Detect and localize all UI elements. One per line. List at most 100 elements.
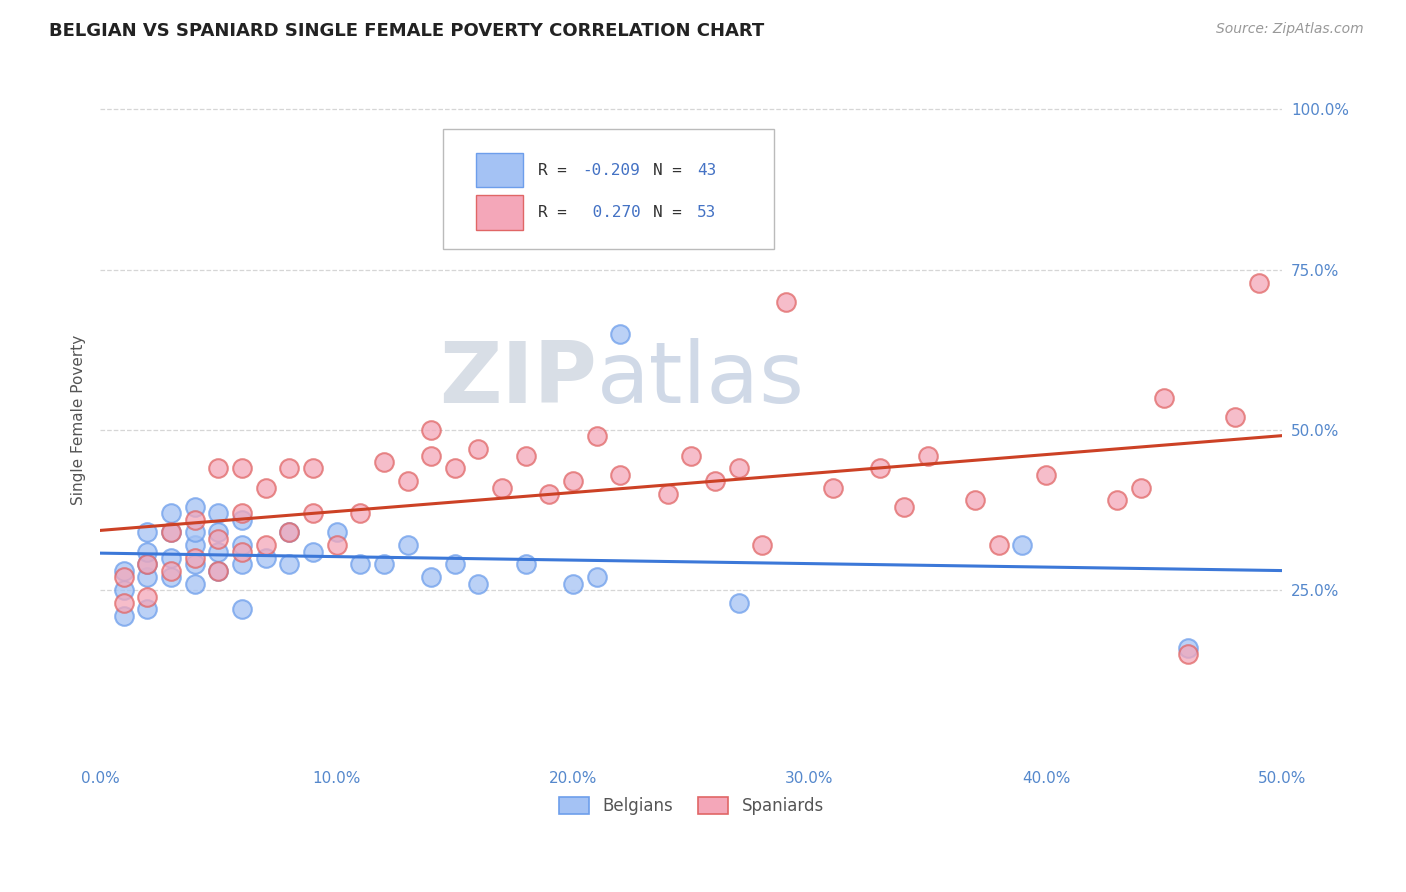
Point — [278, 558, 301, 572]
Text: R =: R = — [537, 162, 576, 178]
Text: R =: R = — [537, 205, 576, 220]
Point — [160, 551, 183, 566]
Point — [562, 474, 585, 488]
Point — [160, 570, 183, 584]
Legend: Belgians, Spaniards: Belgians, Spaniards — [551, 789, 832, 823]
Point — [112, 564, 135, 578]
Point — [160, 525, 183, 540]
Y-axis label: Single Female Poverty: Single Female Poverty — [72, 335, 86, 506]
Point — [231, 513, 253, 527]
Point — [420, 423, 443, 437]
Point — [302, 506, 325, 520]
Text: N =: N = — [654, 162, 692, 178]
Point — [681, 449, 703, 463]
Point — [112, 583, 135, 598]
Point — [467, 442, 489, 457]
Point — [727, 596, 749, 610]
Point — [160, 525, 183, 540]
Point — [396, 474, 419, 488]
Point — [325, 525, 347, 540]
Point — [443, 558, 465, 572]
Point — [1225, 410, 1247, 425]
Text: ZIP: ZIP — [439, 338, 596, 421]
Point — [869, 461, 891, 475]
Point — [585, 429, 607, 443]
Text: 43: 43 — [697, 162, 717, 178]
Point — [1105, 493, 1128, 508]
Point — [207, 544, 229, 558]
Point — [231, 544, 253, 558]
Text: N =: N = — [654, 205, 692, 220]
Text: BELGIAN VS SPANIARD SINGLE FEMALE POVERTY CORRELATION CHART: BELGIAN VS SPANIARD SINGLE FEMALE POVERT… — [49, 22, 765, 40]
Point — [231, 538, 253, 552]
Point — [704, 474, 727, 488]
Point — [254, 538, 277, 552]
Point — [302, 461, 325, 475]
Point — [349, 558, 371, 572]
Point — [609, 467, 631, 482]
Text: atlas: atlas — [596, 338, 804, 421]
Point — [396, 538, 419, 552]
Point — [349, 506, 371, 520]
Point — [1129, 481, 1152, 495]
Point — [183, 551, 205, 566]
Point — [585, 570, 607, 584]
Point — [751, 538, 773, 552]
Point — [183, 525, 205, 540]
Point — [987, 538, 1010, 552]
Point — [965, 493, 987, 508]
Point — [183, 576, 205, 591]
Point — [207, 564, 229, 578]
Point — [443, 461, 465, 475]
Point — [373, 558, 395, 572]
Text: Source: ZipAtlas.com: Source: ZipAtlas.com — [1216, 22, 1364, 37]
Point — [278, 525, 301, 540]
FancyBboxPatch shape — [477, 153, 523, 187]
Point — [1177, 647, 1199, 661]
Point — [254, 551, 277, 566]
Point — [254, 481, 277, 495]
Point — [112, 608, 135, 623]
Point — [775, 294, 797, 309]
Point — [467, 576, 489, 591]
Point — [183, 513, 205, 527]
Point — [657, 487, 679, 501]
Point — [112, 596, 135, 610]
Text: -0.209: -0.209 — [582, 162, 640, 178]
Point — [278, 525, 301, 540]
Point — [823, 481, 845, 495]
Point — [231, 461, 253, 475]
Point — [231, 558, 253, 572]
Point — [160, 564, 183, 578]
Point — [515, 449, 537, 463]
Text: 0.270: 0.270 — [582, 205, 640, 220]
Point — [1153, 391, 1175, 405]
Point — [325, 538, 347, 552]
Point — [538, 487, 561, 501]
Point — [1247, 276, 1270, 290]
Point — [1035, 467, 1057, 482]
Point — [231, 602, 253, 616]
Point — [112, 570, 135, 584]
Point — [1177, 640, 1199, 655]
Point — [1011, 538, 1033, 552]
FancyBboxPatch shape — [443, 128, 775, 249]
Point — [278, 461, 301, 475]
Point — [207, 525, 229, 540]
Point — [420, 449, 443, 463]
Point — [136, 590, 159, 604]
Point — [231, 506, 253, 520]
Point — [420, 570, 443, 584]
Point — [183, 558, 205, 572]
Point — [302, 544, 325, 558]
Point — [609, 326, 631, 341]
Point — [136, 558, 159, 572]
Point — [136, 558, 159, 572]
Point — [893, 500, 915, 514]
Text: 53: 53 — [697, 205, 717, 220]
Point — [136, 544, 159, 558]
Point — [207, 564, 229, 578]
Point — [136, 570, 159, 584]
Point — [562, 576, 585, 591]
Point — [515, 558, 537, 572]
